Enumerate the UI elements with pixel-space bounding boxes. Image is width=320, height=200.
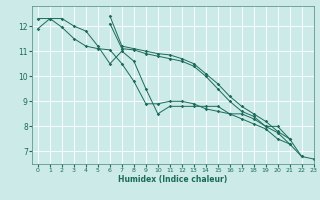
X-axis label: Humidex (Indice chaleur): Humidex (Indice chaleur) [118, 175, 228, 184]
